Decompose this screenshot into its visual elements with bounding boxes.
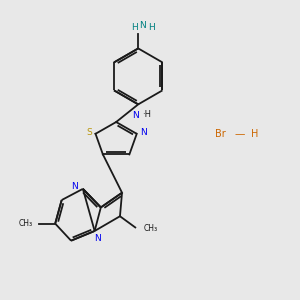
Text: N: N (94, 234, 101, 243)
Text: ·H: ·H (142, 110, 152, 119)
Text: H: H (131, 23, 138, 32)
Text: N: N (132, 111, 139, 120)
Text: CH₃: CH₃ (143, 224, 158, 233)
Text: S: S (86, 128, 92, 137)
Text: Br: Br (215, 129, 226, 139)
Text: —: — (235, 129, 245, 139)
Text: N: N (140, 128, 147, 137)
Text: N: N (71, 182, 78, 191)
Text: H: H (251, 129, 258, 139)
Text: CH₃: CH₃ (18, 219, 32, 228)
Text: N: N (139, 21, 145, 30)
Text: H: H (148, 23, 155, 32)
